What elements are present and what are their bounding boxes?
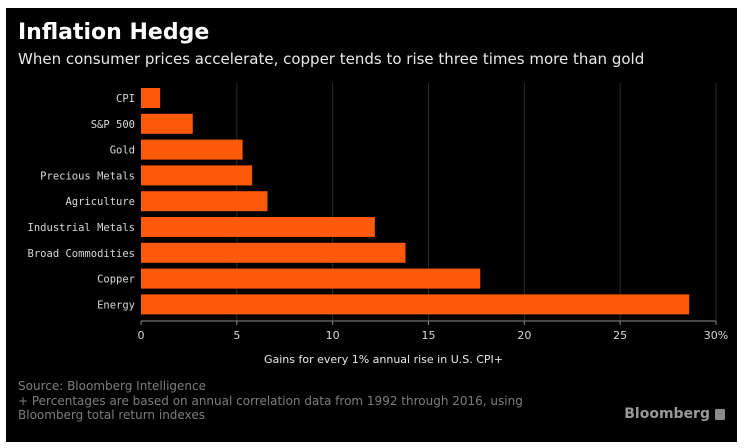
category-label: S&P 500 bbox=[91, 119, 135, 131]
category-label: Precious Metals bbox=[40, 170, 135, 182]
chart-subtitle: When consumer prices accelerate, copper … bbox=[18, 50, 645, 68]
bloomberg-logo-icon bbox=[715, 408, 725, 420]
bar bbox=[141, 294, 690, 315]
x-tick-label: 5 bbox=[233, 329, 240, 342]
bar bbox=[141, 88, 161, 108]
bar bbox=[141, 191, 268, 212]
x-tick-label: 30% bbox=[704, 329, 728, 342]
category-label: Copper bbox=[97, 274, 135, 286]
chart-frame: Inflation Hedge When consumer prices acc… bbox=[6, 8, 737, 442]
x-tick-label: 10 bbox=[326, 329, 340, 342]
chart-footer: Source: Bloomberg Intelligence + Percent… bbox=[18, 379, 523, 423]
category-label: Broad Commodities bbox=[28, 248, 135, 260]
category-label: Agriculture bbox=[65, 196, 135, 208]
brand-logo: Bloomberg bbox=[624, 406, 725, 422]
bar bbox=[141, 139, 243, 160]
brand-name: Bloomberg bbox=[624, 406, 710, 422]
x-axis-title: Gains for every 1% annual rise in U.S. C… bbox=[264, 353, 503, 366]
chart-title: Inflation Hedge bbox=[18, 20, 210, 45]
bar-chart: CPI S&P 500 Gold Precious Metals Agriculture… bbox=[28, 83, 728, 366]
bar bbox=[141, 242, 406, 263]
footnote-line-1: + Percentages are based on annual correl… bbox=[18, 393, 523, 408]
bar bbox=[141, 217, 375, 237]
category-label: Energy bbox=[97, 299, 135, 311]
x-tick-label: 0 bbox=[138, 329, 145, 342]
x-tick-label: 20 bbox=[517, 329, 531, 342]
source-note: Source: Bloomberg Intelligence bbox=[18, 379, 206, 393]
category-label: Gold bbox=[110, 145, 135, 157]
category-label: Industrial Metals bbox=[28, 222, 135, 234]
x-tick-label: 15 bbox=[422, 329, 436, 342]
bar bbox=[141, 165, 253, 186]
bar bbox=[141, 268, 481, 289]
category-label: CPI bbox=[116, 93, 135, 105]
x-tick-label: 25 bbox=[613, 329, 627, 342]
footnote-line-2: Bloomberg total return indexes bbox=[18, 408, 205, 422]
bar bbox=[141, 113, 193, 134]
